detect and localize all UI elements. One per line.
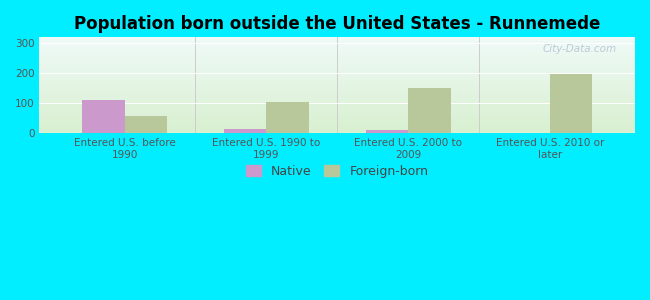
- Text: City-Data.com: City-Data.com: [543, 44, 617, 54]
- Bar: [365, 130, 408, 133]
- Bar: [82, 100, 125, 133]
- Legend: Native, Foreign-born: Native, Foreign-born: [241, 160, 434, 183]
- Bar: [224, 129, 266, 133]
- Bar: [125, 116, 167, 133]
- Bar: [266, 102, 309, 133]
- Bar: [408, 88, 450, 133]
- Title: Population born outside the United States - Runnemede: Population born outside the United State…: [74, 15, 601, 33]
- Bar: [550, 74, 592, 133]
